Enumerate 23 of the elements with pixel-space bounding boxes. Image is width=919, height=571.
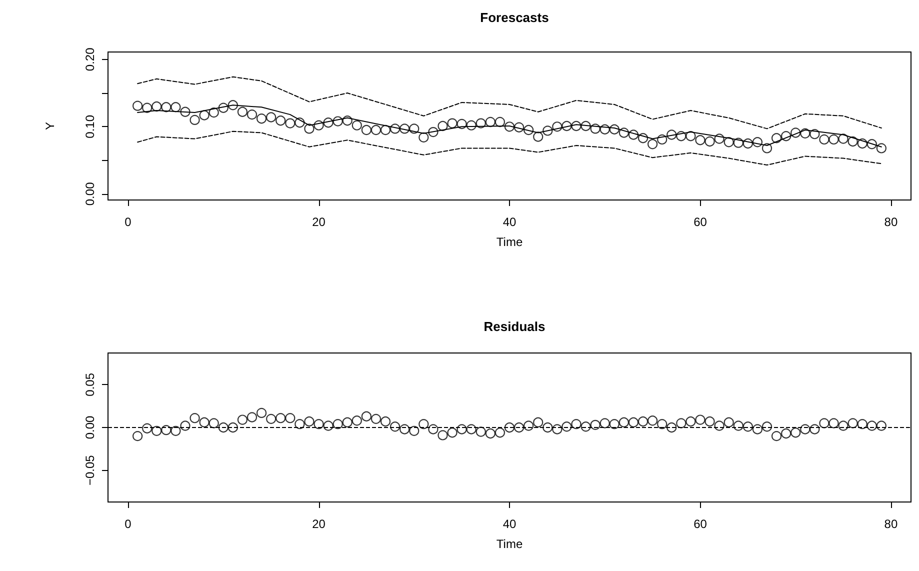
x-tick-label: 60 — [694, 215, 708, 229]
y-axis-title: Y — [43, 122, 57, 130]
y-tick-label: 0.00 — [83, 182, 97, 206]
y-tick-label: 0.10 — [83, 114, 97, 138]
x-tick-label: 20 — [312, 215, 326, 229]
line-series — [137, 130, 882, 166]
x-tick-label: 0 — [124, 215, 132, 229]
x-tick-label: 20 — [312, 517, 326, 531]
x-tick-label: 80 — [884, 215, 898, 229]
line-series — [137, 76, 882, 130]
x-tick-label: 60 — [694, 517, 708, 531]
chart-title: Residuals — [484, 319, 546, 334]
y-tick-label: 0.00 — [83, 416, 97, 440]
x-tick-label: 0 — [124, 517, 132, 531]
y-tick-label: −0.05 — [83, 454, 97, 486]
x-tick-label: 80 — [884, 517, 898, 531]
y-tick-label: 0.05 — [83, 372, 97, 396]
x-axis-title: Time — [496, 537, 523, 551]
chart-title: Forescasts — [480, 10, 549, 25]
x-tick-label: 40 — [502, 215, 516, 229]
x-tick-label: 40 — [502, 517, 516, 531]
y-tick-label: 0.20 — [83, 47, 97, 72]
x-axis-title: Time — [496, 235, 523, 249]
